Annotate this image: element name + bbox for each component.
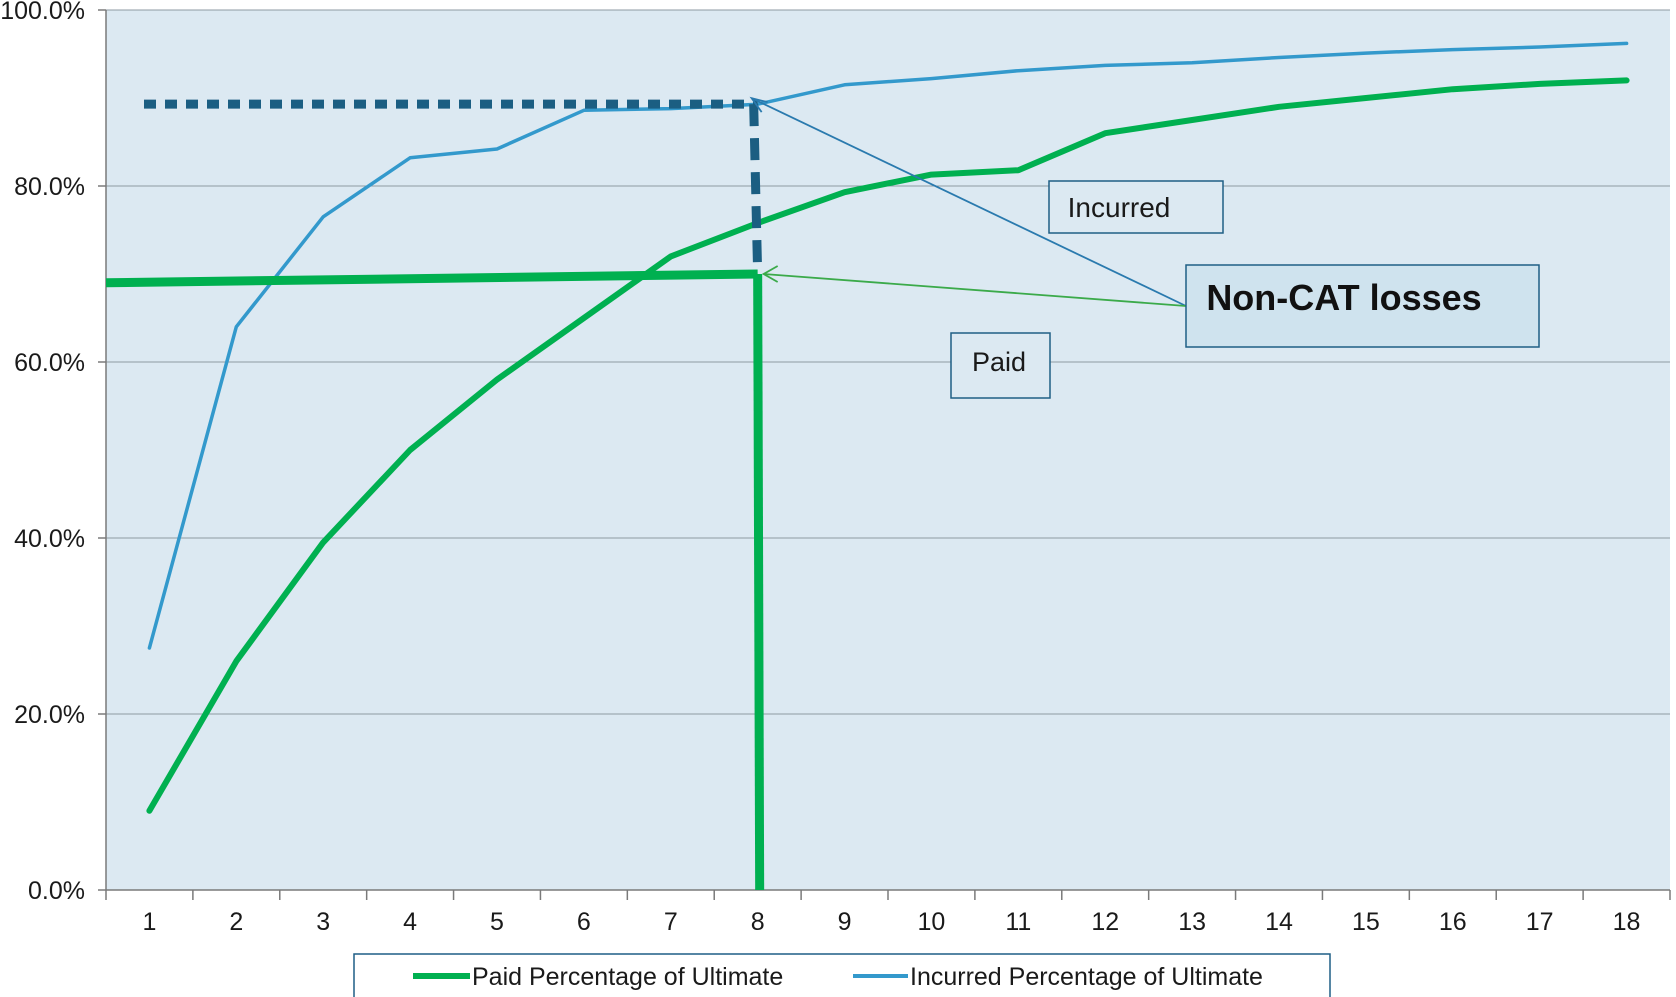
- x-tick-label: 5: [490, 908, 504, 936]
- x-tick-label: 15: [1352, 908, 1380, 936]
- x-axis-ticks: 1 2 3 4 5 6 7 8 9 10 11 12 13 14 15 16 17 18: [106, 890, 1670, 936]
- x-tick-label: 17: [1526, 908, 1554, 936]
- x-tick-label: 14: [1265, 908, 1293, 936]
- x-tick-label: 13: [1178, 908, 1206, 936]
- x-tick-label: 9: [838, 908, 852, 936]
- x-tick-label: 12: [1091, 908, 1119, 936]
- x-tick-label: 7: [664, 908, 678, 936]
- x-tick-label: 4: [403, 908, 417, 936]
- x-tick-label: 11: [1005, 908, 1031, 936]
- legend-paid-label: Paid Percentage of Ultimate: [472, 963, 783, 991]
- legend: Paid Percentage of Ultimate Incurred Per…: [354, 954, 1330, 997]
- y-axis-ticks: 0.0% 20.0% 40.0% 60.0% 80.0% 100.0%: [0, 0, 106, 905]
- x-tick-label: 6: [577, 908, 591, 936]
- x-tick-label: 1: [142, 908, 156, 936]
- y-tick-label: 20.0%: [14, 701, 85, 729]
- x-tick-label: 18: [1613, 908, 1641, 936]
- x-tick-label: 3: [316, 908, 330, 936]
- x-tick-label: 10: [918, 908, 946, 936]
- callout-label: Non-CAT losses: [1206, 277, 1481, 318]
- x-tick-label: 16: [1439, 908, 1467, 936]
- y-tick-label: 80.0%: [14, 173, 85, 201]
- y-tick-label: 60.0%: [14, 349, 85, 377]
- legend-incurred-label: Incurred Percentage of Ultimate: [910, 963, 1263, 991]
- plot-area: [106, 10, 1670, 890]
- x-tick-label: 2: [229, 908, 243, 936]
- paid-label: Paid: [972, 347, 1026, 377]
- y-tick-label: 40.0%: [14, 525, 85, 553]
- y-tick-label: 100.0%: [0, 0, 85, 25]
- x-tick-label: 8: [751, 908, 765, 936]
- paid-guide-vertical: [758, 274, 760, 890]
- incurred-label: Incurred: [1068, 192, 1171, 223]
- y-tick-label: 0.0%: [28, 877, 85, 905]
